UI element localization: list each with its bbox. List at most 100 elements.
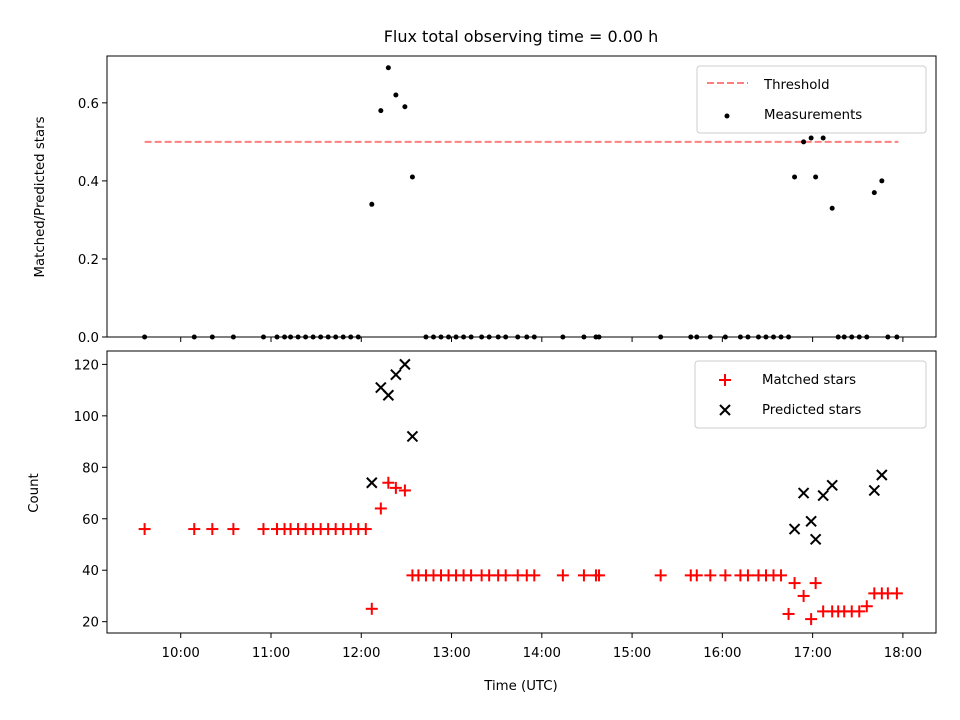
x-tick-label: 16:00 — [703, 646, 741, 661]
predicted-stars-point — [788, 523, 801, 535]
y-axis-label-ratio: Matched/Predicted stars — [33, 116, 48, 277]
y-tick-label: 0.2 — [78, 253, 99, 268]
measurement-point — [820, 135, 826, 141]
measurement-point — [378, 108, 384, 114]
legend-measurements-label: Measurements — [764, 108, 862, 123]
x-tick-label: 10:00 — [162, 646, 200, 661]
ratio-x-ticks — [180, 337, 904, 342]
y-tick-label: 20 — [82, 616, 99, 631]
x-tick-label: 12:00 — [342, 646, 380, 661]
measurement-point — [871, 190, 877, 196]
matched-stars-point — [890, 587, 903, 600]
x-tick-label: 13:00 — [432, 646, 470, 661]
matched-stars-point — [499, 569, 512, 582]
measurement-point — [409, 174, 415, 180]
ratio-legend: Threshold Measurements — [696, 65, 927, 134]
legend-predicted-swatch — [719, 404, 731, 416]
measurement-point — [813, 174, 819, 180]
y-tick-label: 40 — [82, 564, 99, 579]
matched-stars-point — [556, 569, 569, 582]
matched-stars-point — [788, 577, 801, 590]
matched-stars-point — [359, 523, 372, 536]
x-tick-label: 17:00 — [793, 646, 831, 661]
legend-matched-label: Matched stars — [762, 373, 856, 388]
count-plot: Count Time (UTC) 20 40 60 80 100 120 10:00 11:… — [27, 350, 937, 694]
matched-stars-point — [206, 523, 219, 536]
predicted-stars-point — [366, 477, 378, 489]
y-tick-label: 100 — [74, 410, 99, 425]
matched-stars-point — [374, 502, 387, 515]
count-plot-frame — [106, 350, 937, 634]
matched-stars-point — [592, 569, 605, 582]
predicted-stars-point — [805, 515, 817, 528]
ratio-plot: Flux total observing time = 0.00 h Match… — [33, 27, 937, 346]
x-tick-label: 11:00 — [252, 646, 290, 661]
x-axis-label: Time (UTC) — [483, 679, 558, 694]
matched-stars-point — [138, 523, 151, 536]
ratio-plot-frame — [106, 55, 937, 338]
legend-box — [696, 65, 927, 134]
predicted-stars-point — [399, 358, 411, 371]
measurement-point — [385, 65, 391, 71]
matched-stars-point — [577, 569, 590, 582]
legend-box — [694, 360, 927, 429]
y-tick-label: 0.0 — [78, 331, 99, 346]
matched-stars-point — [398, 484, 411, 497]
y-axis-label-count: Count — [27, 473, 42, 513]
matched-stars-point — [860, 600, 873, 613]
legend-threshold-label: Threshold — [763, 78, 830, 93]
matched-stars-point — [654, 569, 667, 582]
y-tick-label: 120 — [74, 358, 99, 373]
legend-matched-swatch — [719, 374, 731, 386]
matched-stars-point — [797, 589, 810, 602]
matched-stars-point — [465, 569, 478, 582]
count-x-ticks: 10:00 11:00 12:00 13:00 14:00 15:00 16:00 17:00… — [162, 633, 922, 661]
predicted-stars-point — [382, 389, 395, 401]
matched-stars-point — [188, 523, 201, 536]
matched-stars-point — [853, 605, 866, 618]
predicted-stars-point — [868, 484, 881, 497]
x-tick-label: 18:00 — [884, 646, 922, 661]
predicted-stars-point — [390, 368, 402, 381]
measurement-point — [402, 104, 408, 110]
legend-predicted-label: Predicted stars — [762, 403, 861, 418]
count-series — [138, 358, 903, 626]
predicted-stars-point — [826, 479, 838, 492]
chart-title: Flux total observing time = 0.00 h — [384, 27, 659, 46]
x-tick-label: 15:00 — [613, 646, 651, 661]
matched-stars-point — [528, 569, 541, 582]
y-tick-label: 0.6 — [78, 97, 99, 112]
y-tick-label: 80 — [82, 461, 99, 476]
measurement-point — [393, 92, 399, 98]
matched-stars-point — [741, 569, 754, 582]
matched-stars-point — [704, 569, 717, 582]
predicted-stars-point — [797, 487, 810, 499]
matched-stars-point — [257, 523, 270, 536]
legend-measurements-swatch — [724, 113, 730, 119]
matched-stars-point — [365, 602, 378, 615]
x-tick-label: 14:00 — [523, 646, 561, 661]
predicted-stars-point — [817, 489, 829, 502]
matched-stars-point — [805, 613, 818, 626]
y-tick-label: 60 — [82, 513, 99, 528]
matched-stars-point — [775, 569, 788, 582]
ratio-y-ticks: 0.0 0.2 0.4 0.6 — [78, 97, 107, 346]
matched-stars-point — [227, 523, 240, 536]
measurement-point — [792, 174, 798, 180]
predicted-stars-point — [876, 469, 888, 481]
predicted-stars-point — [406, 430, 419, 443]
y-tick-label: 0.4 — [78, 175, 99, 190]
measurement-point — [369, 201, 375, 207]
matched-stars-point — [809, 577, 822, 590]
ratio-series — [142, 65, 900, 340]
measurement-point — [829, 205, 835, 211]
matched-stars-point — [382, 476, 395, 489]
matched-stars-point — [389, 481, 402, 494]
measurement-point — [808, 135, 814, 141]
count-y-ticks: 20 40 60 80 100 120 — [74, 358, 107, 631]
matched-stars-point — [690, 569, 703, 582]
measurement-point — [879, 178, 885, 184]
matched-stars-point — [782, 607, 795, 620]
count-legend: Matched stars Predicted stars — [694, 360, 927, 429]
